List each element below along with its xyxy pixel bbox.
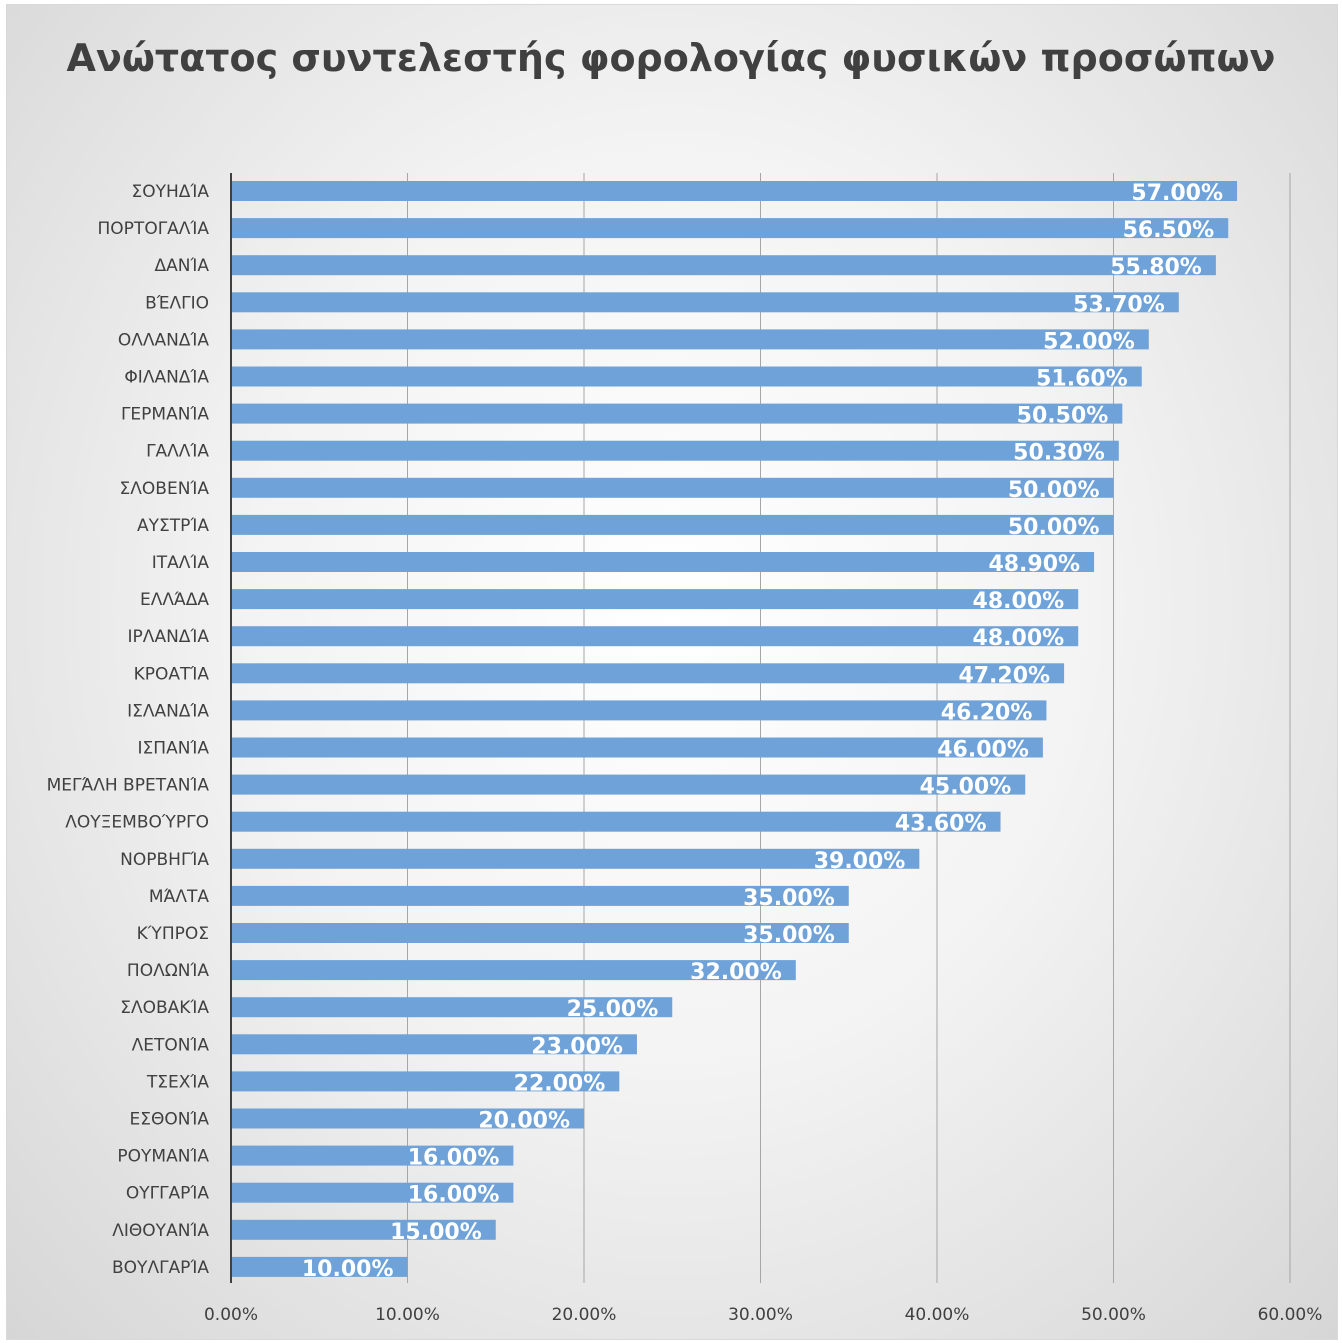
- category-label: ΔΑΝΊΑ: [154, 256, 209, 276]
- bar: [231, 440, 1119, 461]
- bar: [231, 292, 1179, 313]
- category-label: ΣΟΥΗΔΊΑ: [132, 182, 210, 202]
- bar: [231, 1219, 496, 1240]
- category-label: ΚΎΠΡΟΣ: [137, 924, 209, 944]
- bar: [231, 848, 920, 869]
- data-label: 16.00%: [408, 1183, 500, 1208]
- category-label: ΓΑΛΛΊΑ: [146, 442, 209, 462]
- data-label: 48.00%: [973, 589, 1065, 614]
- data-label: 50.00%: [1008, 515, 1100, 540]
- bar: [231, 403, 1123, 424]
- data-label: 57.00%: [1131, 181, 1223, 206]
- data-label: 56.50%: [1123, 218, 1215, 243]
- data-label: 43.60%: [895, 812, 987, 837]
- bar: [231, 960, 796, 981]
- category-label: ΟΥΓΓΑΡΊΑ: [126, 1184, 210, 1204]
- bar: [231, 255, 1216, 276]
- data-label: 10.00%: [302, 1257, 394, 1282]
- bar: [231, 589, 1079, 610]
- bar: [231, 218, 1229, 239]
- bar: [231, 774, 1026, 795]
- data-label: 20.00%: [478, 1109, 570, 1134]
- data-label: 39.00%: [814, 849, 906, 874]
- data-label: 50.00%: [1008, 478, 1100, 503]
- category-label: ΓΕΡΜΑΝΊΑ: [121, 405, 209, 425]
- bar: [231, 552, 1095, 572]
- x-tick-label: 0.00%: [204, 1305, 258, 1325]
- x-tick-label: 50.00%: [1081, 1305, 1146, 1325]
- data-label: 23.00%: [531, 1034, 623, 1059]
- bar: [231, 329, 1149, 350]
- data-label: 45.00%: [920, 775, 1012, 800]
- category-label: ΜΆΛΤΑ: [149, 887, 209, 907]
- data-label: 50.30%: [1013, 441, 1105, 466]
- category-label: ΑΥΣΤΡΊΑ: [137, 516, 209, 536]
- category-label: ΦΙΛΑΝΔΊΑ: [124, 368, 209, 388]
- bar: [231, 514, 1114, 535]
- x-tick-label: 10.00%: [375, 1305, 440, 1325]
- chart-title: Ανώτατος συντελεστής φορολογίας φυσικών …: [66, 36, 1276, 80]
- category-label: ΡΟΥΜΑΝΊΑ: [117, 1147, 209, 1167]
- category-label: ΙΣΠΑΝΊΑ: [138, 739, 210, 759]
- bar: [231, 811, 1001, 832]
- category-label: ΕΛΛΆΔΑ: [140, 590, 209, 610]
- category-label: ΒΈΛΓΙΟ: [145, 293, 209, 313]
- x-tick-label: 40.00%: [905, 1305, 970, 1325]
- data-label: 48.90%: [988, 552, 1080, 577]
- category-label: ΚΡΟΑΤΊΑ: [134, 664, 210, 684]
- category-label: ΠΟΛΩΝΊΑ: [127, 961, 209, 981]
- data-label: 16.00%: [408, 1146, 500, 1171]
- category-label: ΙΣΛΑΝΔΊΑ: [127, 701, 209, 721]
- category-label: ΠΟΡΤΟΓΑΛΊΑ: [98, 219, 210, 239]
- data-label: 52.00%: [1043, 329, 1135, 354]
- data-label: 47.20%: [958, 663, 1050, 688]
- category-label: ΟΛΛΑΝΔΊΑ: [118, 330, 210, 350]
- bar: [231, 1108, 584, 1129]
- bar: [231, 181, 1238, 201]
- category-label: ΕΣΘΟΝΊΑ: [129, 1110, 209, 1130]
- bar: [231, 737, 1043, 758]
- bar: [231, 1256, 408, 1277]
- data-label: 53.70%: [1073, 292, 1165, 317]
- category-label: ΛΙΘΟΥΑΝΊΑ: [112, 1221, 209, 1241]
- bar: [231, 885, 849, 906]
- bar: [231, 663, 1065, 684]
- data-label: 22.00%: [514, 1071, 606, 1096]
- data-label: 35.00%: [743, 923, 835, 948]
- data-label: 46.20%: [941, 700, 1033, 725]
- bar: [231, 477, 1114, 498]
- data-label: 46.00%: [937, 738, 1029, 763]
- x-tick-label: 30.00%: [728, 1305, 793, 1325]
- category-label: ΙΤΑΛΊΑ: [152, 553, 210, 573]
- x-tick-label: 60.00%: [1258, 1305, 1323, 1325]
- bar: [231, 1145, 514, 1166]
- bar: [231, 626, 1079, 647]
- data-label: 55.80%: [1110, 255, 1202, 280]
- category-label: ΛΟΥΞΕΜΒΟΎΡΓΟ: [65, 813, 209, 833]
- category-label: ΤΣΕΧΊΑ: [146, 1072, 209, 1092]
- category-label: ΜΕΓΆΛΗ ΒΡΕΤΑΝΊΑ: [47, 776, 210, 796]
- data-label: 25.00%: [567, 997, 659, 1022]
- data-label: 15.00%: [390, 1220, 482, 1245]
- bar: [231, 366, 1142, 387]
- data-label: 32.00%: [690, 960, 782, 985]
- bar: [231, 1034, 637, 1055]
- data-label: 48.00%: [973, 626, 1065, 651]
- category-label: ΣΛΟΒΕΝΊΑ: [120, 479, 210, 499]
- category-label: ΙΡΛΑΝΔΊΑ: [128, 627, 210, 647]
- bar: [231, 1071, 620, 1092]
- bar: [231, 1182, 514, 1203]
- bar: [231, 997, 673, 1018]
- category-label: ΛΕΤΟΝΊΑ: [132, 1035, 210, 1055]
- data-label: 35.00%: [743, 886, 835, 911]
- bar: [231, 923, 849, 943]
- category-label: ΝΟΡΒΗΓΊΑ: [120, 850, 209, 870]
- bar: [231, 700, 1047, 721]
- category-label: ΣΛΟΒΑΚΊΑ: [120, 998, 209, 1018]
- data-label: 51.60%: [1036, 367, 1128, 392]
- data-label: 50.50%: [1017, 404, 1109, 429]
- x-tick-label: 20.00%: [552, 1305, 617, 1325]
- category-label: ΒΟΥΛΓΑΡΊΑ: [112, 1258, 209, 1278]
